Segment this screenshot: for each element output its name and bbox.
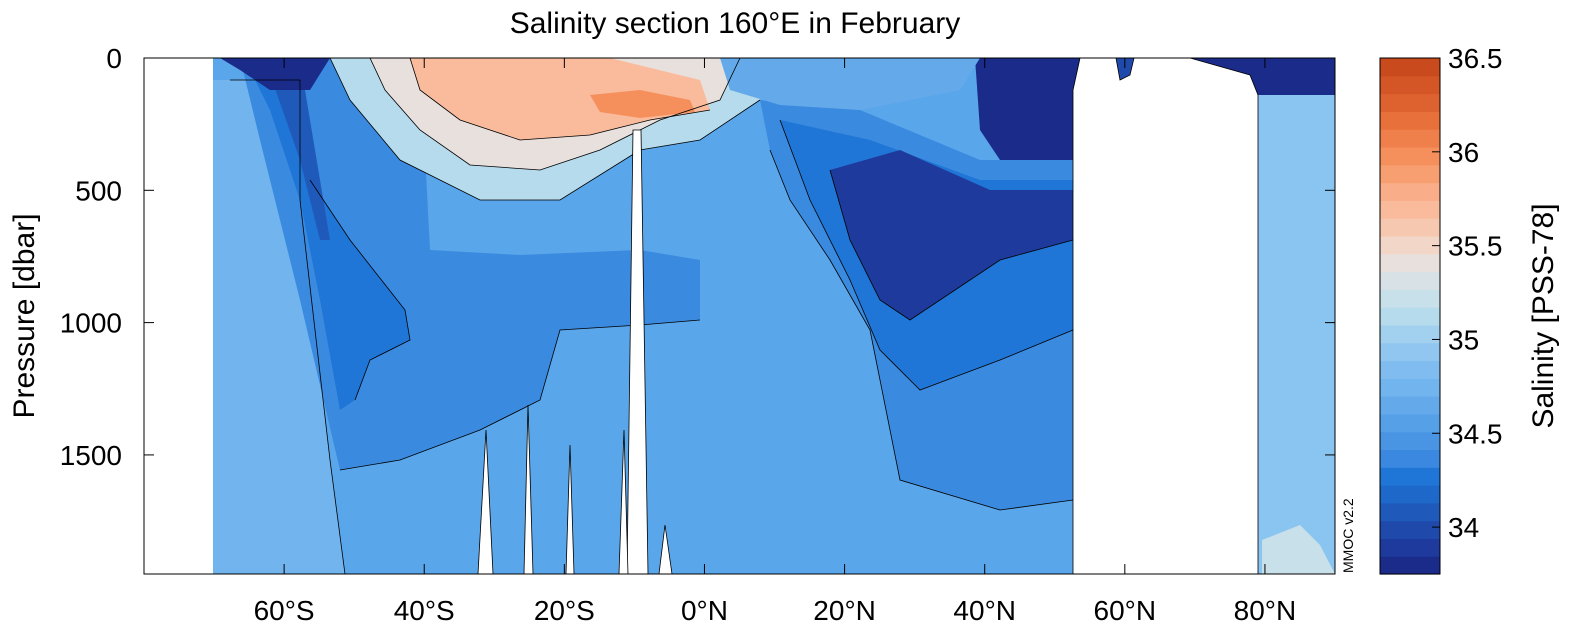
- x-tick-label: 60°S: [254, 595, 315, 626]
- colorbar-swatch: [1380, 485, 1440, 504]
- y-tick-label: 1500: [60, 440, 122, 471]
- colorbar-swatch: [1380, 307, 1440, 326]
- colorbar-tick-label: 34: [1448, 512, 1479, 543]
- x-tick-label: 40°N: [953, 595, 1016, 626]
- colorbar-swatch: [1380, 324, 1440, 344]
- colorbar-swatch: [1380, 146, 1440, 166]
- colorbar-swatch: [1380, 111, 1440, 130]
- field-southern-surface: [220, 58, 330, 90]
- x-tick-label: 60°N: [1094, 595, 1157, 626]
- colorbar-swatch: [1380, 502, 1440, 522]
- plot-frame: [143, 57, 1336, 575]
- field-subarctic-surface: [975, 58, 1080, 160]
- x-tick-label: 20°N: [813, 595, 876, 626]
- y-tick-label: 500: [75, 175, 122, 206]
- colorbar-swatch: [1380, 413, 1440, 433]
- colorbar-tick-label: 36: [1448, 137, 1479, 168]
- colorbar-swatch: [1380, 396, 1440, 415]
- colorbar: 36.5 36 35.5 35 34.5 34: [1379, 43, 1503, 575]
- field-arctic-column: [1258, 95, 1335, 574]
- colorbar-tick-label: 34.5: [1448, 418, 1503, 449]
- field-southern-tongue-deep: [265, 60, 330, 240]
- model-credit-label: MMOC v2.2: [1340, 498, 1356, 573]
- y-axis-label: Pressure [dbar]: [8, 213, 41, 418]
- y-tick-label: 0: [106, 43, 122, 74]
- colorbar-swatch: [1380, 449, 1440, 468]
- x-tick-label: 20°S: [534, 595, 595, 626]
- colorbar-swatch: [1380, 556, 1440, 575]
- field-60n-patch: [1116, 58, 1134, 80]
- colorbar-label: Salinity [PSS-78]: [1527, 203, 1560, 428]
- plot-area: [143, 57, 1336, 575]
- colorbar-swatch: [1380, 164, 1440, 184]
- colorbar-swatch: [1380, 58, 1440, 77]
- colorbar-swatch: [1380, 342, 1440, 362]
- field-equatorial-surface: [720, 58, 980, 110]
- colorbar-tick-label: 35.5: [1448, 231, 1503, 262]
- x-axis: 60°S 40°S 20°S 0°N 20°N 40°N 60°N 80°N: [254, 58, 1297, 626]
- colorbar-swatch: [1380, 520, 1440, 540]
- field-arctic-surface: [1190, 58, 1335, 95]
- colorbar-tick-label: 36.5: [1448, 43, 1503, 74]
- x-tick-label: 80°N: [1234, 595, 1297, 626]
- field-subtropical-lens-max: [590, 90, 695, 118]
- colorbar-tick-label: 35: [1448, 324, 1479, 355]
- missing-data-mask: [477, 58, 1259, 574]
- colorbar-swatch: [1380, 182, 1440, 201]
- colorbar-frame: [1379, 57, 1441, 575]
- field-subtropical-lens-core: [410, 58, 710, 140]
- contour-lines: [230, 58, 1074, 574]
- colorbar-swatch: [1380, 271, 1440, 290]
- field-arctic-deep: [1262, 525, 1335, 574]
- colorbar-swatch: [1380, 253, 1440, 273]
- colorbar-swatch: [1380, 75, 1440, 95]
- colorbar-swatch: [1380, 200, 1440, 219]
- colorbar-swatch: [1380, 93, 1440, 112]
- field-southern-flank: [213, 80, 345, 574]
- colorbar-swatch: [1380, 360, 1440, 379]
- colorbar-swatch: [1380, 467, 1440, 486]
- colorbar-swatch: [1380, 378, 1440, 397]
- colorbar-swatch: [1380, 431, 1440, 451]
- field-north-intermediate-deep: [830, 150, 1073, 320]
- colorbar-swatch: [1380, 129, 1440, 148]
- y-axis: 0 500 1000 1500: [60, 43, 1335, 471]
- colorbar-swatch: [1380, 289, 1440, 308]
- colorbar-swatch: [1380, 218, 1440, 237]
- colorbar-swatch: [1380, 538, 1440, 557]
- colorbar-swatch: [1380, 235, 1440, 255]
- x-tick-label: 40°S: [394, 595, 455, 626]
- y-tick-label: 1000: [60, 308, 122, 339]
- x-tick-label: 0°N: [681, 595, 728, 626]
- chart-title: Salinity section 160°E in February: [510, 7, 961, 40]
